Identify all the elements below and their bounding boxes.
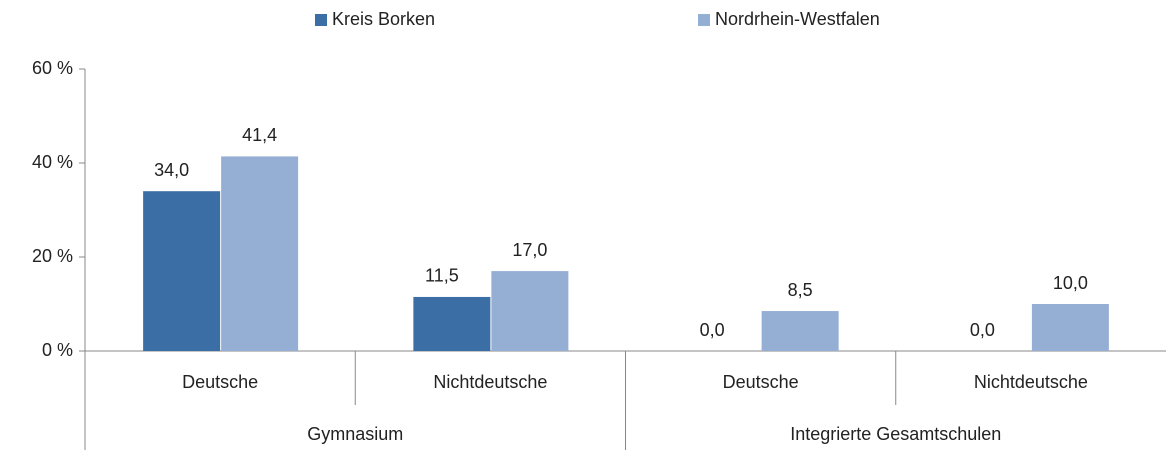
bar bbox=[413, 296, 491, 351]
group-label: Integrierte Gesamtschulen bbox=[790, 424, 1001, 444]
legend-swatch bbox=[315, 14, 327, 26]
value-label: 11,5 bbox=[425, 266, 459, 286]
value-label: 34,0 bbox=[154, 160, 189, 180]
value-label: 17,0 bbox=[512, 240, 547, 260]
legend-label: Kreis Borken bbox=[332, 9, 435, 29]
bar bbox=[761, 311, 839, 351]
value-label: 0,0 bbox=[970, 320, 995, 340]
group-label: Gymnasium bbox=[307, 424, 403, 444]
bar bbox=[143, 191, 221, 351]
x-tick-label: Nichtdeutsche bbox=[433, 372, 547, 392]
legend-label: Nordrhein-Westfalen bbox=[715, 9, 880, 29]
bar bbox=[1031, 304, 1109, 351]
value-label: 0,0 bbox=[700, 320, 725, 340]
x-tick-label: Nichtdeutsche bbox=[974, 372, 1088, 392]
legend-swatch bbox=[698, 14, 710, 26]
bar bbox=[491, 271, 569, 351]
bar bbox=[221, 156, 299, 351]
x-tick-label: Deutsche bbox=[182, 372, 258, 392]
y-tick-label: 0 % bbox=[42, 340, 73, 360]
y-tick-label: 20 % bbox=[32, 246, 73, 266]
y-tick-label: 40 % bbox=[32, 152, 73, 172]
y-tick-label: 60 % bbox=[32, 58, 73, 78]
x-tick-label: Deutsche bbox=[723, 372, 799, 392]
value-label: 8,5 bbox=[788, 280, 813, 300]
value-label: 10,0 bbox=[1053, 273, 1088, 293]
value-label: 41,4 bbox=[242, 125, 277, 145]
